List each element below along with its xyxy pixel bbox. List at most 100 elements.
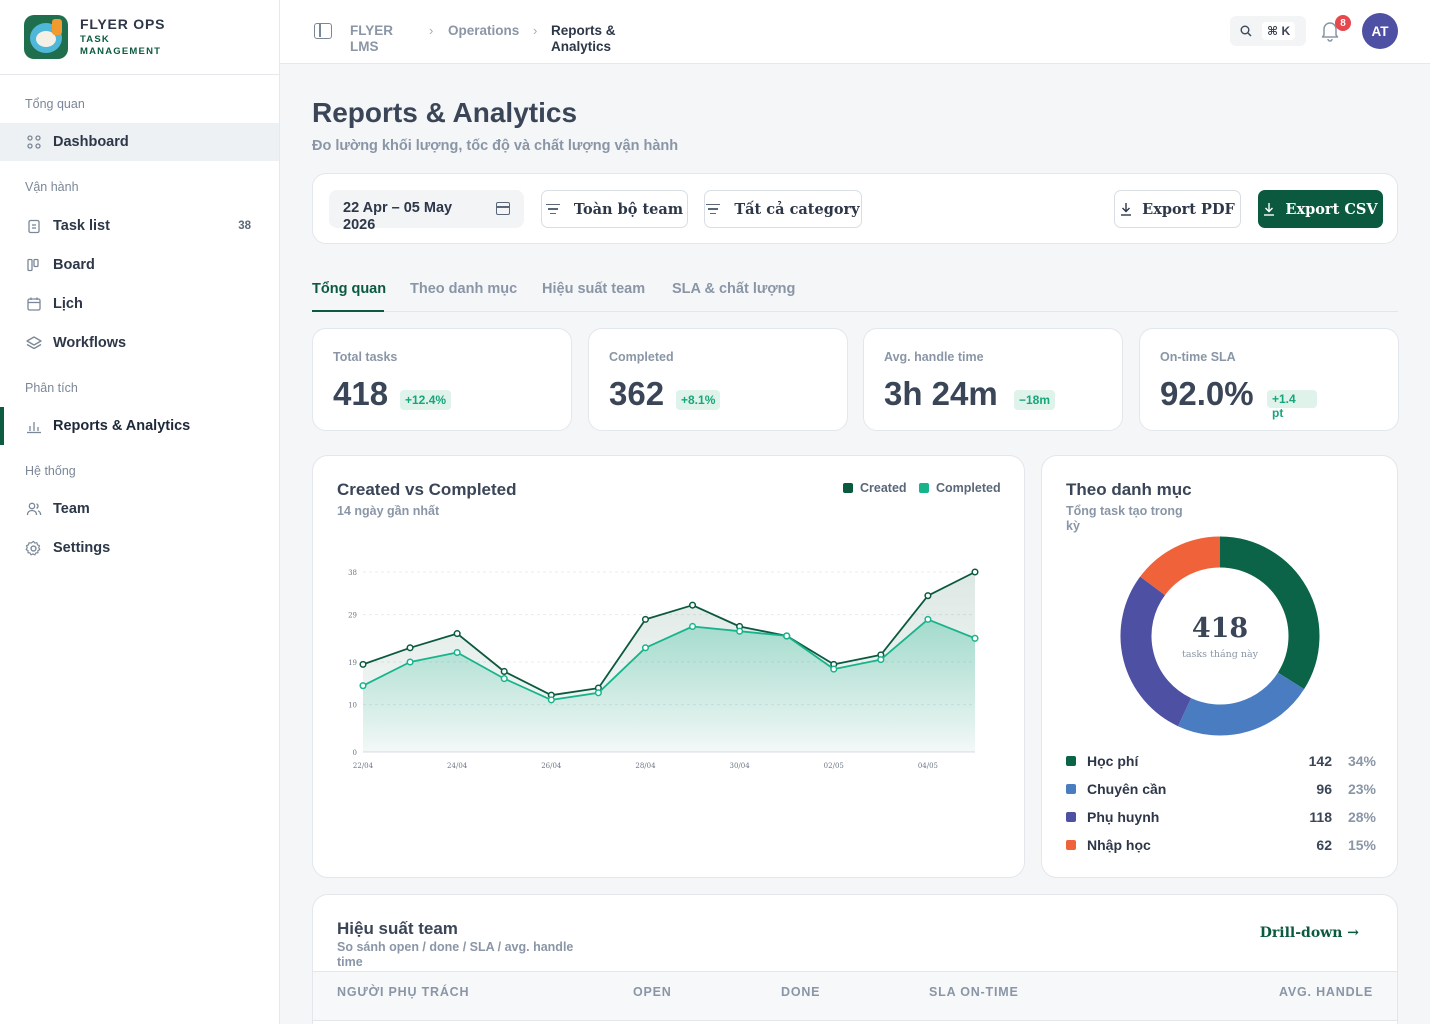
data-point-completed [641, 644, 650, 652]
data-point-completed [924, 615, 932, 623]
breadcrumb-root[interactable]: FLYER LMS [350, 23, 393, 55]
tab-sla-quality[interactable]: SLA & chất lượng [672, 281, 796, 297]
kpi-value: 92.0% [1160, 375, 1254, 412]
sidebar-item-task-list[interactable]: Task list 38 [0, 207, 279, 245]
users-icon [25, 501, 42, 518]
kpi-delta-badge: +8.1% [676, 390, 721, 410]
sidebar-item-dashboard[interactable]: Dashboard [0, 123, 279, 161]
tab-by-category[interactable]: Theo danh mục [410, 281, 518, 297]
category-label: Chuyên cần [1087, 781, 1167, 797]
donut-slice [1120, 576, 1192, 727]
card-subtitle: 14 ngày gần nhất [337, 504, 440, 518]
kpi-card-avg-handle-time: Avg. handle time 3h 24m −18m [863, 328, 1123, 431]
date-range-picker[interactable]: 22 Apr – 05 May 2026 [329, 190, 524, 233]
sidebar-item-label: Team [53, 501, 90, 517]
chevron-right-icon: › [429, 23, 434, 38]
team-filter-button[interactable]: Toàn bộ team [541, 190, 688, 228]
date-range-line1: 22 Apr – 05 May [343, 200, 453, 216]
sidebar-item-team[interactable]: Team [0, 490, 279, 528]
avatar[interactable]: AT [1362, 13, 1398, 49]
task-count-badge: 38 [238, 220, 251, 232]
data-point-created [924, 592, 932, 600]
clipboard-icon [25, 218, 42, 235]
tab-overview[interactable]: Tổng quan [312, 281, 387, 297]
legend-created-label: Created [860, 481, 907, 495]
category-row[interactable]: Chuyên cần 96 23% [1066, 779, 1376, 799]
export-csv-button[interactable]: Export CSV [1258, 190, 1383, 228]
bell-icon[interactable] [1320, 20, 1340, 42]
sidebar-item-board[interactable]: Board [0, 246, 279, 284]
breadcrumb-root-line2: LMS [350, 39, 379, 54]
data-point-created [406, 644, 414, 652]
swatch [1066, 840, 1076, 850]
swatch [1066, 784, 1076, 794]
shortcut-hint: ⌘ K [1262, 22, 1296, 40]
y-tick-label: 10 [348, 702, 357, 710]
kpi-label: Completed [609, 350, 674, 364]
sidebar-item-calendar[interactable]: Lịch [0, 285, 279, 323]
tab-team-performance[interactable]: Hiệu suất team [542, 281, 646, 297]
category-label: Nhập học [1087, 837, 1151, 853]
column-header-open[interactable]: OPEN [633, 985, 672, 999]
filter-bar: 22 Apr – 05 May 2026 Toàn bộ team Tất cả… [312, 173, 1398, 244]
data-point-completed [359, 682, 367, 690]
column-header-sla[interactable]: SLA ON-TIME [929, 985, 1019, 999]
sidebar-item-label: Board [53, 257, 95, 273]
category-filter-button[interactable]: Tất cả category [704, 190, 862, 228]
drill-down-link[interactable]: Drill-down → [1259, 925, 1359, 941]
category-row[interactable]: Phụ huynh 118 28% [1066, 807, 1376, 827]
y-tick-label: 19 [348, 659, 357, 667]
search-button[interactable]: ⌘ K [1230, 16, 1306, 46]
data-point-created [688, 601, 697, 609]
grid-icon [25, 134, 42, 151]
export-pdf-button[interactable]: Export PDF [1114, 190, 1241, 228]
y-tick-label: 29 [348, 612, 357, 620]
kpi-card-total-tasks: Total tasks 418 +12.4% [312, 328, 572, 431]
donut-center-value: 418 [1192, 613, 1248, 644]
card-subtitle: So sánh open / done / SLA / avg. handle … [337, 940, 573, 970]
kpi-label: Avg. handle time [884, 350, 984, 364]
kpi-label: Total tasks [333, 350, 398, 364]
breadcrumb-operations[interactable]: Operations [448, 23, 520, 38]
category-label: Phụ huynh [1087, 809, 1160, 825]
card-title: Theo danh mục [1066, 480, 1192, 499]
sidebar-item-settings[interactable]: Settings [0, 529, 279, 567]
category-count: 62 [1316, 837, 1332, 853]
brand-subtitle-2: MANAGEMENT [80, 46, 162, 57]
sidebar-item-label: Workflows [53, 335, 127, 351]
category-row[interactable]: Học phí 142 34% [1066, 751, 1376, 771]
x-tick-label: 22/04 [353, 762, 374, 770]
brand-logo [24, 15, 68, 59]
column-header-owner[interactable]: NGƯỜI PHỤ TRÁCH [337, 985, 470, 999]
column-header-avg-handle[interactable]: AVG. HANDLE [1279, 985, 1373, 999]
active-indicator [0, 407, 4, 445]
y-tick-label: 0 [353, 749, 357, 757]
x-tick-label: 24/04 [447, 762, 468, 770]
layers-icon [25, 335, 42, 352]
sidebar-toggle-icon[interactable] [314, 23, 332, 39]
category-row[interactable]: Nhập học 62 15% [1066, 835, 1376, 855]
category-percent: 28% [1347, 809, 1376, 825]
search-icon [1240, 25, 1252, 37]
sidebar-item-reports[interactable]: Reports & Analytics [0, 407, 279, 445]
kpi-delta-badge: +12.4% [400, 390, 452, 410]
card-subtitle-line1: Tổng task tạo trong [1066, 504, 1183, 518]
section-label-overview: Tổng quan [25, 97, 85, 111]
donut-center-label: tasks tháng này [1182, 649, 1259, 660]
team-filter-label: Toàn bộ team [573, 200, 684, 218]
table-header [313, 971, 1397, 1021]
kpi-card-completed: Completed 362 +8.1% [588, 328, 848, 431]
data-point-created [641, 615, 650, 623]
data-point-created [359, 660, 367, 668]
brand[interactable]: FLYER OPS TASK MANAGEMENT [0, 0, 279, 75]
sidebar-item-label: Dashboard [53, 134, 129, 150]
category-label: Học phí [1087, 753, 1139, 769]
donut-slice [1140, 536, 1221, 596]
sidebar-item-workflows[interactable]: Workflows [0, 324, 279, 362]
data-point-completed [830, 665, 838, 673]
x-tick-label: 30/04 [730, 762, 751, 770]
column-header-done[interactable]: DONE [781, 985, 821, 999]
x-tick-label: 26/04 [541, 762, 562, 770]
y-tick-label: 38 [348, 569, 357, 577]
data-point-completed [783, 632, 791, 640]
